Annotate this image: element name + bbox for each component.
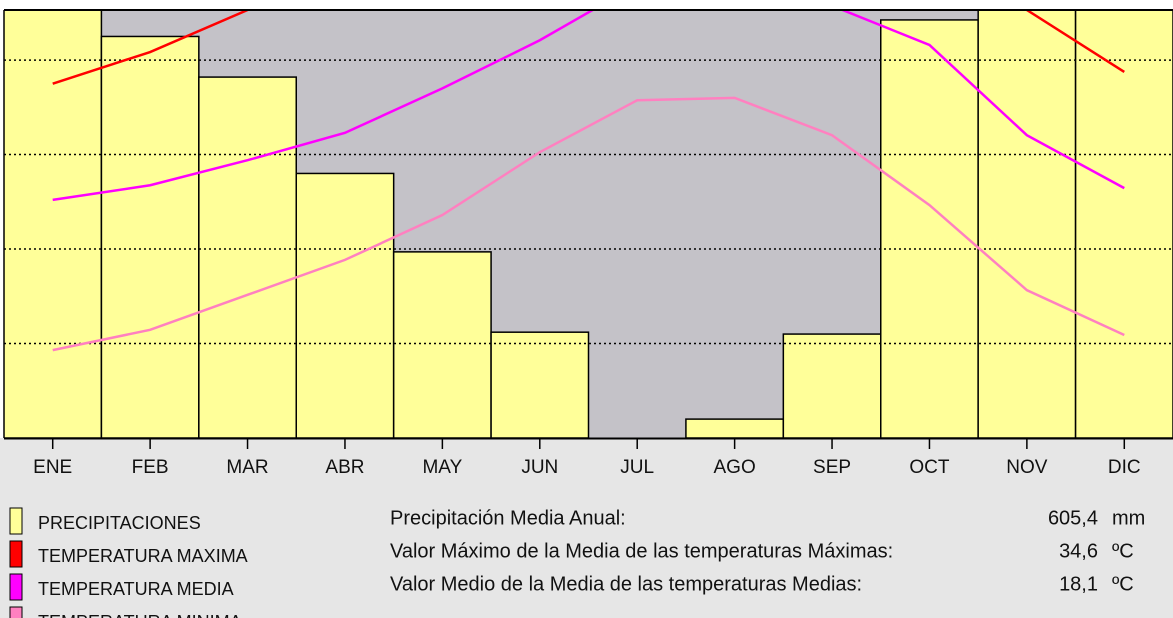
- legend-label: TEMPERATURA MINIMA: [38, 612, 242, 618]
- line: [52, 10, 1125, 85]
- bar: [392, 251, 492, 438]
- bar: [3, 10, 103, 438]
- legend-label: TEMPERATURA MEDIA: [38, 579, 234, 599]
- x-tick-label: ABR: [325, 457, 364, 478]
- x-tick-label: ENE: [33, 457, 72, 478]
- bar: [685, 418, 785, 438]
- legend-swatch: [9, 507, 23, 535]
- x-tick-label: MAY: [422, 457, 462, 478]
- x-tick-label: JUL: [620, 457, 654, 478]
- legend-swatch: [9, 573, 23, 601]
- bar: [977, 10, 1077, 438]
- legend-label: PRECIPITACIONES: [38, 513, 201, 533]
- x-tick-label: DIC: [1108, 457, 1141, 478]
- legend-swatch: [9, 540, 23, 568]
- x-tick-label: FEB: [132, 457, 169, 478]
- stat-value: 34,6: [1059, 540, 1098, 562]
- stat-label: Precipitación Media Anual:: [390, 507, 626, 529]
- stat-unit: mm: [1112, 507, 1145, 529]
- line: [52, 10, 1125, 202]
- bar: [490, 331, 590, 438]
- bar: [100, 35, 200, 438]
- bar: [782, 333, 882, 438]
- x-tick-label: SEP: [813, 457, 851, 478]
- x-tick-label: JUN: [521, 457, 558, 478]
- bar: [880, 19, 979, 438]
- stat-unit: ºC: [1112, 573, 1134, 595]
- stat-value: 18,1: [1059, 573, 1098, 595]
- x-tick-label: AGO: [714, 457, 756, 478]
- bar: [198, 76, 297, 438]
- x-tick-label: NOV: [1006, 457, 1048, 478]
- stat-label: Valor Máximo de la Media de las temperat…: [390, 540, 893, 562]
- bar: [1074, 10, 1173, 438]
- stat-unit: ºC: [1112, 540, 1134, 562]
- legend-swatch: [9, 606, 23, 618]
- x-tick-label: MAR: [226, 457, 268, 478]
- stat-label: Valor Medio de la Media de las temperatu…: [390, 573, 862, 595]
- bar: [295, 172, 395, 438]
- legend-label: TEMPERATURA MAXIMA: [38, 546, 248, 566]
- footer-panel: [0, 438, 1173, 618]
- line: [52, 96, 1125, 352]
- x-tick-label: OCT: [909, 457, 950, 478]
- stat-value: 605,4: [1048, 507, 1098, 529]
